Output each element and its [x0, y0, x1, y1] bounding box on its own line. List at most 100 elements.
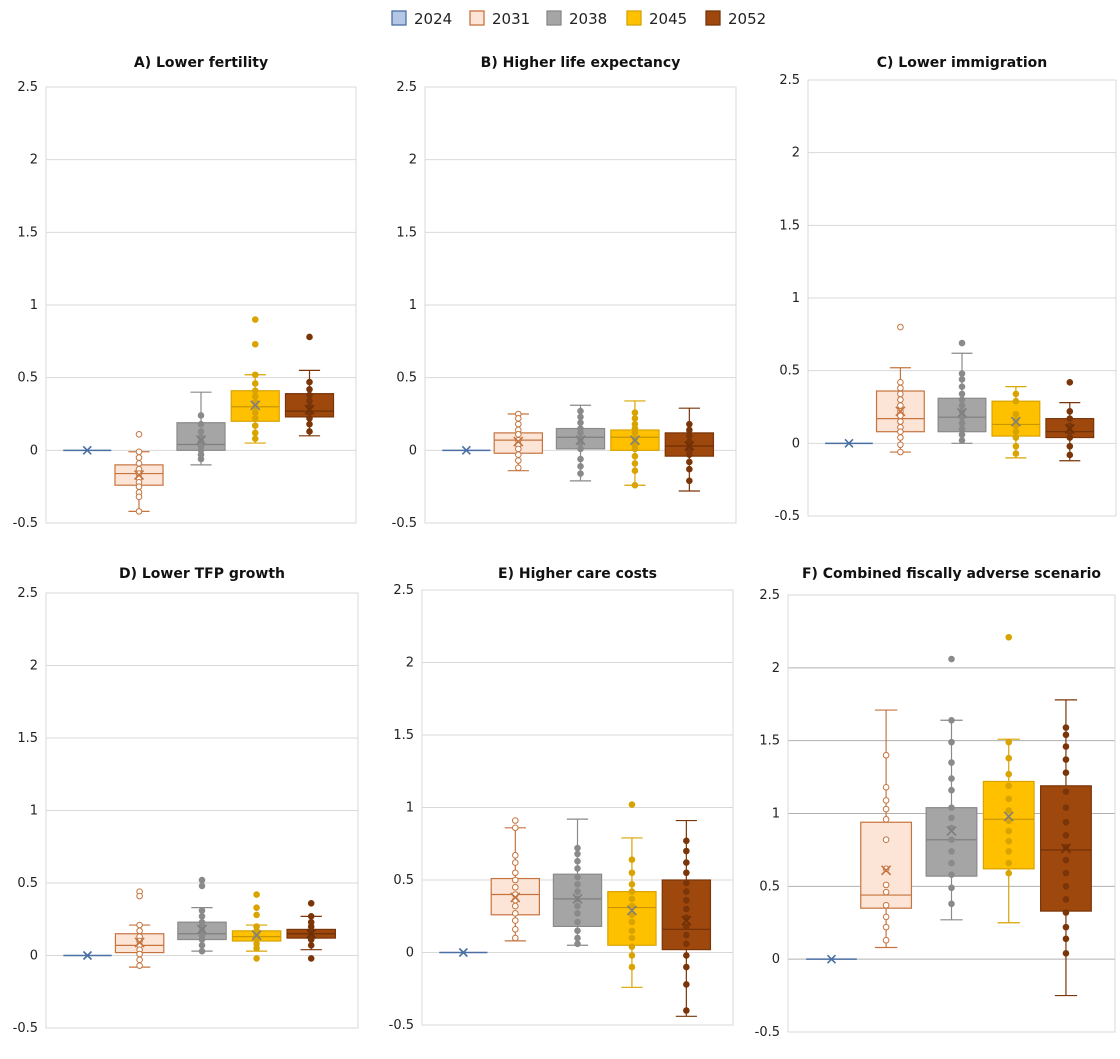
data-point	[1066, 434, 1074, 441]
data-point	[307, 900, 315, 907]
data-point	[683, 847, 690, 855]
data-point	[628, 888, 636, 895]
data-point	[577, 429, 584, 437]
data-point	[897, 441, 904, 449]
data-point	[628, 856, 636, 864]
legend-item-2045: 2045	[626, 10, 687, 28]
mean-marker	[133, 469, 145, 481]
mean-marker	[684, 440, 695, 452]
data-point	[251, 316, 259, 323]
box-2045	[607, 801, 657, 988]
data-point	[253, 904, 260, 911]
y-tick-label: 2	[30, 659, 38, 674]
data-point	[577, 419, 584, 427]
data-point	[136, 927, 143, 935]
data-point	[135, 460, 143, 467]
data-point	[958, 376, 966, 383]
panel-b: B) Higher life expectancy 2.5 2 1.5 1 0.5 0 -0.…	[392, 55, 737, 531]
data-point	[897, 428, 904, 436]
box-2045	[982, 633, 1035, 924]
data-point	[251, 340, 259, 348]
data-point	[197, 455, 205, 463]
data-point	[628, 927, 636, 935]
data-point	[251, 422, 259, 429]
data-point	[512, 817, 519, 824]
data-point	[307, 936, 315, 943]
data-point	[306, 333, 313, 341]
data-point	[198, 942, 206, 949]
data-point	[1062, 843, 1070, 851]
mean-marker	[626, 905, 637, 916]
data-point	[683, 931, 690, 939]
data-point	[683, 888, 690, 895]
data-point	[577, 470, 584, 477]
data-point	[683, 923, 690, 930]
data-point	[897, 434, 904, 441]
data-point	[683, 869, 690, 877]
data-point	[628, 902, 636, 910]
data-point	[306, 391, 313, 399]
y-tick-label: 0.5	[393, 873, 414, 888]
data-point	[512, 876, 519, 884]
data-point	[512, 926, 519, 933]
data-point	[306, 420, 313, 428]
box-2024	[806, 954, 857, 964]
data-point	[198, 947, 206, 955]
data-point	[1066, 442, 1074, 450]
mean-marker	[895, 406, 906, 417]
y-tick-label: 2.5	[759, 588, 780, 603]
data-point	[948, 900, 955, 908]
data-point	[251, 387, 259, 395]
data-point	[198, 936, 206, 943]
data-point	[577, 445, 584, 453]
box-2052	[664, 407, 715, 492]
data-point	[686, 432, 693, 440]
data-point	[686, 451, 693, 458]
data-point	[515, 431, 522, 438]
data-point	[948, 859, 955, 867]
mean-marker	[1010, 416, 1021, 427]
data-point	[958, 383, 966, 390]
data-point	[948, 738, 955, 746]
legend-label: 2031	[492, 10, 530, 28]
box-2031	[860, 709, 913, 949]
data-point	[948, 716, 955, 724]
box-2024	[825, 438, 873, 448]
data-point	[197, 420, 205, 428]
data-point	[1062, 769, 1070, 777]
data-point	[958, 396, 966, 404]
y-tick-label: -0.5	[389, 1018, 414, 1033]
mean-marker	[250, 400, 261, 411]
data-point	[686, 420, 693, 428]
data-point	[1005, 817, 1013, 825]
data-point	[958, 431, 966, 438]
y-tick-label: 1.5	[779, 218, 800, 233]
data-point	[1062, 832, 1070, 839]
y-tick-label: 1.5	[759, 734, 780, 749]
data-point	[574, 844, 581, 852]
data-point	[1005, 807, 1013, 814]
data-point	[686, 458, 693, 466]
data-point	[574, 902, 581, 910]
data-point	[948, 759, 955, 766]
y-tick-label: 0.5	[17, 876, 38, 891]
data-point	[897, 378, 904, 386]
data-point	[135, 454, 143, 461]
data-point	[882, 888, 890, 896]
data-point	[136, 950, 143, 958]
data-point	[515, 464, 522, 472]
mean-marker	[575, 435, 586, 446]
data-point	[136, 956, 143, 964]
data-point	[1062, 950, 1070, 957]
data-point	[897, 390, 904, 398]
data-point	[306, 415, 313, 422]
plot-area	[421, 589, 734, 1026]
data-point	[948, 871, 955, 878]
data-point	[628, 801, 636, 808]
y-tick-label: 1.5	[17, 225, 38, 240]
data-point	[515, 445, 522, 453]
mean-marker	[82, 445, 92, 455]
data-point	[574, 934, 581, 942]
data-point	[1062, 883, 1070, 890]
